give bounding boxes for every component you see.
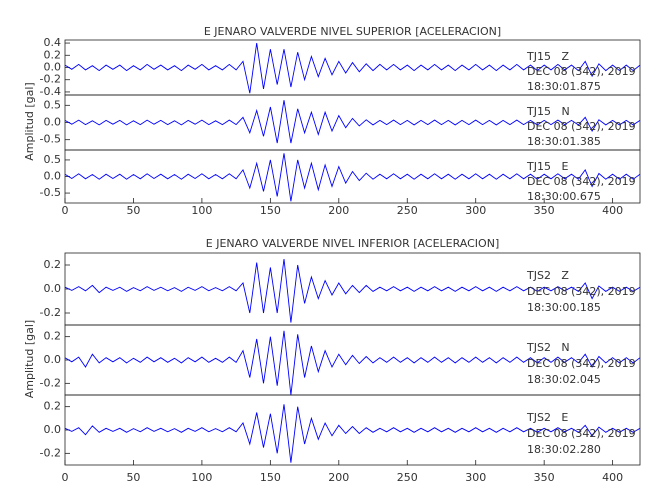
x-tick-label: 200 [328,471,349,484]
y-axis-label: Amplitud [gal] [23,320,36,398]
y-tick-label: 0.0 [44,282,62,295]
y-tick-label: 0.2 [44,258,62,271]
y-tick-label: 0.2 [44,330,62,343]
trace-annotation: 18:30:02.045 [527,373,601,386]
y-tick-label: -0.2 [40,376,61,389]
x-tick-label: 250 [397,204,418,217]
waveform [64,258,641,323]
trace-annotation: 18:30:00.185 [527,301,601,314]
waveform [64,43,641,94]
y-tick-label: 0.0 [44,353,62,366]
trace-annotation: 18:30:02.280 [527,443,601,456]
y-tick-label: 0.0 [44,423,62,436]
x-tick-label: 0 [62,471,69,484]
trace-annotation: 18:30:01.875 [527,80,601,93]
y-tick-label: 0.0 [44,61,62,74]
trace-annotation: TJ15 N [526,105,570,118]
x-tick-label: 300 [465,471,486,484]
x-tick-label: 350 [534,204,555,217]
x-tick-label: 100 [191,204,212,217]
x-tick-label: 100 [191,471,212,484]
y-tick-label: 0.0 [44,116,62,129]
x-tick-label: 50 [126,471,140,484]
waveform [64,153,641,202]
y-tick-label: -0.5 [40,133,61,146]
trace-annotation: 18:30:01.385 [527,135,601,148]
trace-annotation: TJS2 Z [526,269,569,282]
x-tick-label: 400 [602,471,623,484]
trace-annotation: DEC 08 (342), 2019 [527,427,636,440]
x-tick-label: 150 [260,471,281,484]
x-tick-label: 400 [602,204,623,217]
y-tick-label: 0.2 [44,48,62,61]
y-tick-label: -0.5 [40,186,61,199]
y-tick-label: 0.4 [44,36,62,49]
trace-annotation: TJS2 N [526,341,570,354]
x-tick-label: 350 [534,471,555,484]
y-tick-label: 0.2 [44,400,62,413]
y-tick-label: -0.2 [40,73,61,86]
waveform [64,100,641,144]
x-tick-label: 150 [260,204,281,217]
trace-annotation: DEC 08 (342), 2019 [527,175,636,188]
y-tick-label: -0.2 [40,446,61,459]
chart-title: E JENARO VALVERDE NIVEL INFERIOR [ACELER… [206,237,499,250]
x-tick-label: 200 [328,204,349,217]
trace-annotation: DEC 08 (342), 2019 [527,120,636,133]
trace-annotation: TJS2 E [526,411,568,424]
trace-annotation: TJ15 Z [526,50,569,63]
trace-annotation: DEC 08 (342), 2019 [527,285,636,298]
trace-annotation: TJ15 E [526,160,568,173]
trace-annotation: DEC 08 (342), 2019 [527,357,636,370]
y-tick-label: -0.4 [40,85,61,98]
x-tick-label: 0 [62,204,69,217]
y-axis-label: Amplitud [gal] [23,82,36,160]
waveform [64,404,641,463]
x-tick-label: 250 [397,471,418,484]
y-tick-label: 0.0 [44,170,62,183]
waveform [64,330,641,396]
chart-title: E JENARO VALVERDE NIVEL SUPERIOR [ACELER… [204,25,501,38]
x-tick-label: 50 [126,204,140,217]
y-tick-label: 0.5 [44,98,62,111]
x-tick-label: 300 [465,204,486,217]
trace-annotation: 18:30:00.675 [527,190,601,203]
y-tick-label: 0.5 [44,153,62,166]
trace-annotation: DEC 08 (342), 2019 [527,65,636,78]
y-tick-label: -0.2 [40,306,61,319]
